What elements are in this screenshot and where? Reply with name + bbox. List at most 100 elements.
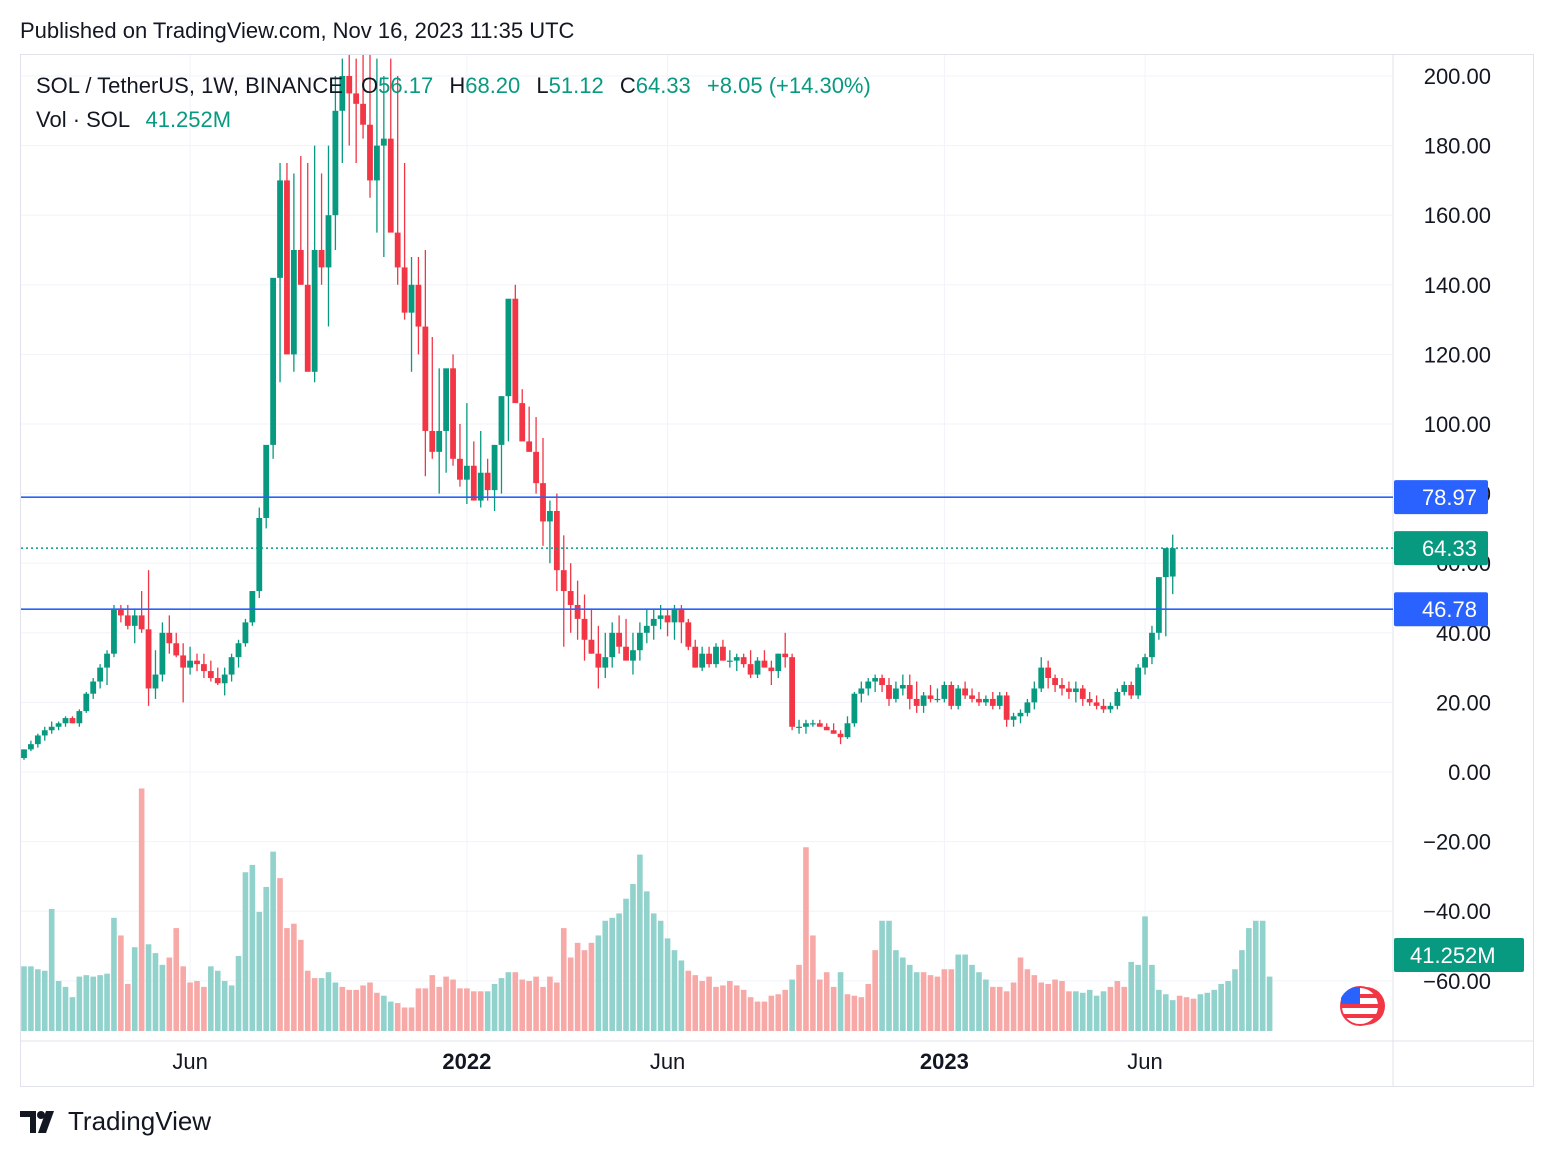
- candle[interactable]: [588, 608, 595, 654]
- candle[interactable]: [408, 256, 415, 372]
- candle[interactable]: [630, 632, 636, 675]
- candle[interactable]: [858, 681, 865, 703]
- candle[interactable]: [69, 716, 76, 724]
- candle[interactable]: [636, 622, 643, 661]
- candle[interactable]: [969, 688, 975, 703]
- candle[interactable]: [76, 709, 83, 727]
- candle[interactable]: [173, 632, 180, 658]
- candle[interactable]: [1114, 688, 1121, 710]
- candle[interactable]: [235, 639, 242, 668]
- candle[interactable]: [111, 604, 117, 658]
- candle[interactable]: [180, 643, 187, 703]
- candle[interactable]: [934, 688, 941, 703]
- candle[interactable]: [353, 58, 360, 163]
- candle[interactable]: [443, 368, 450, 473]
- candle[interactable]: [602, 632, 609, 679]
- candle[interactable]: [242, 618, 249, 647]
- candle[interactable]: [221, 667, 228, 696]
- candle[interactable]: [97, 664, 104, 689]
- tradingview-logo-icon[interactable]: [20, 1109, 60, 1135]
- candle[interactable]: [650, 608, 657, 640]
- candle[interactable]: [533, 417, 539, 494]
- candle[interactable]: [422, 250, 429, 477]
- candle[interactable]: [1059, 678, 1065, 696]
- candle[interactable]: [152, 650, 159, 699]
- candle[interactable]: [325, 145, 332, 327]
- candle[interactable]: [906, 674, 913, 710]
- candle[interactable]: [1010, 712, 1017, 727]
- candle[interactable]: [1135, 664, 1142, 699]
- candle[interactable]: [1024, 698, 1031, 717]
- candle[interactable]: [886, 678, 892, 706]
- candle[interactable]: [187, 646, 193, 675]
- candle[interactable]: [671, 604, 678, 640]
- candle[interactable]: [1031, 681, 1038, 710]
- candle[interactable]: [470, 441, 477, 501]
- candle[interactable]: [685, 618, 692, 651]
- candle[interactable]: [913, 681, 920, 713]
- candle[interactable]: [34, 733, 41, 748]
- candle[interactable]: [394, 76, 401, 285]
- candle[interactable]: [740, 653, 747, 668]
- candle[interactable]: [477, 430, 484, 508]
- candle[interactable]: [789, 653, 796, 731]
- candle[interactable]: [512, 284, 519, 404]
- candle[interactable]: [48, 721, 55, 734]
- candle[interactable]: [754, 657, 761, 679]
- candle[interactable]: [1038, 657, 1045, 692]
- candle[interactable]: [616, 615, 623, 654]
- candle[interactable]: [415, 256, 422, 355]
- candle[interactable]: [1045, 660, 1052, 689]
- candle[interactable]: [374, 58, 380, 233]
- candle[interactable]: [713, 643, 719, 668]
- chart-frame[interactable]: [20, 54, 1534, 1087]
- candle[interactable]: [318, 173, 325, 285]
- candle[interactable]: [678, 604, 685, 644]
- candle[interactable]: [540, 437, 546, 546]
- candle[interactable]: [775, 653, 782, 679]
- candle[interactable]: [1149, 625, 1155, 665]
- candle[interactable]: [436, 368, 443, 494]
- candle[interactable]: [720, 639, 726, 661]
- candle[interactable]: [1079, 685, 1086, 706]
- candles[interactable]: [21, 55, 1176, 760]
- candle[interactable]: [768, 660, 775, 685]
- candle[interactable]: [574, 580, 581, 640]
- candle[interactable]: [90, 678, 97, 699]
- candle[interactable]: [367, 55, 373, 198]
- candle[interactable]: [955, 685, 962, 710]
- candle[interactable]: [138, 591, 145, 633]
- candle[interactable]: [1142, 653, 1148, 675]
- candle[interactable]: [865, 678, 872, 696]
- candle[interactable]: [1066, 681, 1072, 699]
- candle[interactable]: [429, 337, 436, 459]
- candle[interactable]: [290, 173, 297, 372]
- candle[interactable]: [823, 723, 830, 731]
- candle[interactable]: [304, 163, 311, 372]
- candle[interactable]: [844, 716, 851, 739]
- candle[interactable]: [761, 650, 768, 668]
- candle[interactable]: [560, 535, 567, 647]
- candle[interactable]: [1121, 681, 1128, 696]
- candle[interactable]: [1086, 691, 1093, 706]
- us-flag-icon[interactable]: [1340, 986, 1385, 1026]
- candle[interactable]: [976, 691, 982, 706]
- candle[interactable]: [380, 76, 387, 257]
- candle[interactable]: [1017, 709, 1024, 724]
- candle[interactable]: [726, 650, 733, 668]
- candle[interactable]: [228, 653, 235, 682]
- candle[interactable]: [920, 691, 927, 713]
- candle[interactable]: [796, 719, 802, 734]
- candle[interactable]: [581, 594, 588, 661]
- candle[interactable]: [1107, 702, 1114, 713]
- candle[interactable]: [816, 719, 823, 727]
- candle[interactable]: [989, 691, 996, 710]
- candle[interactable]: [830, 723, 837, 734]
- candle[interactable]: [962, 681, 969, 699]
- candle[interactable]: [484, 458, 491, 501]
- candle[interactable]: [450, 354, 456, 466]
- candle[interactable]: [643, 608, 650, 644]
- candle[interactable]: [519, 389, 526, 442]
- candle[interactable]: [553, 493, 560, 592]
- candle[interactable]: [927, 685, 934, 703]
